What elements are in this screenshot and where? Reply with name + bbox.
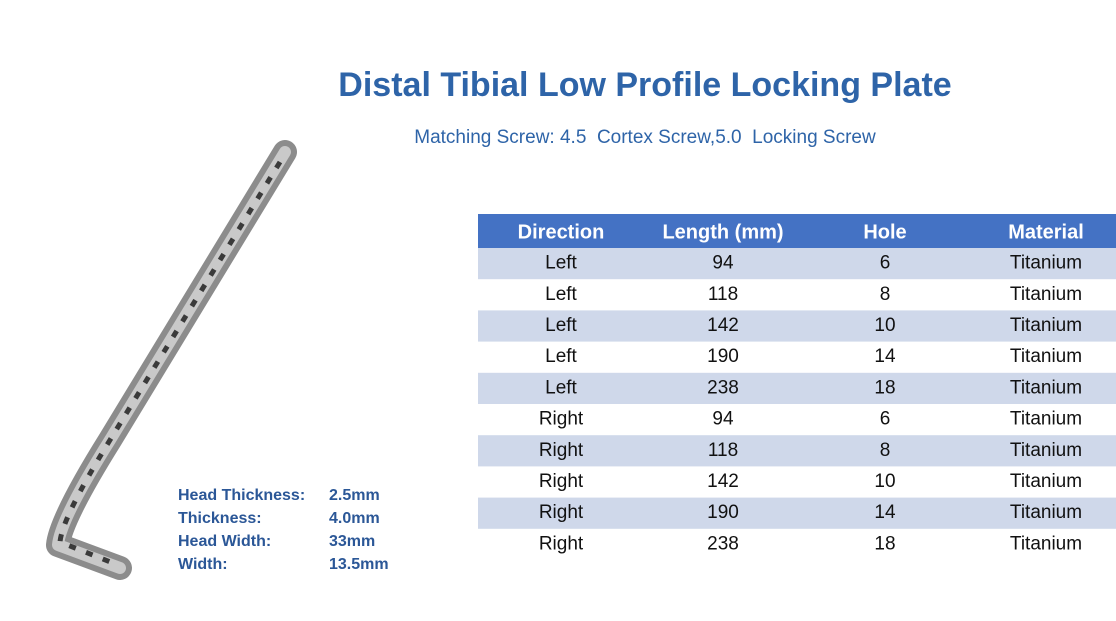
cell: 8 bbox=[880, 284, 891, 305]
cell: 14 bbox=[874, 346, 896, 367]
cell: 190 bbox=[707, 502, 739, 523]
row-band bbox=[478, 248, 1116, 280]
cell: 118 bbox=[708, 284, 738, 305]
cell: Right bbox=[539, 471, 584, 492]
cell: Titanium bbox=[1010, 471, 1082, 492]
column-header: Direction bbox=[518, 221, 605, 243]
cell: 118 bbox=[708, 440, 738, 461]
cell: Right bbox=[539, 409, 584, 430]
cell: Titanium bbox=[1010, 533, 1082, 554]
cell: Titanium bbox=[1010, 377, 1082, 398]
cell: 18 bbox=[874, 533, 895, 554]
header-row bbox=[478, 214, 1116, 248]
title: Distal Tibial Low Profile Locking Plate bbox=[338, 66, 951, 104]
column-header: Material bbox=[1008, 221, 1084, 243]
cell: 190 bbox=[707, 346, 739, 367]
spec-value: 4.0mm bbox=[329, 510, 380, 527]
column-header: Hole bbox=[863, 221, 906, 243]
cell: 10 bbox=[874, 315, 895, 336]
row-band bbox=[478, 497, 1116, 529]
cell: 8 bbox=[880, 440, 891, 461]
cell: Right bbox=[539, 533, 584, 554]
cell: 142 bbox=[707, 315, 739, 336]
cell: 94 bbox=[712, 253, 734, 274]
row-band bbox=[478, 310, 1116, 342]
cell: Titanium bbox=[1010, 346, 1082, 367]
spec-label: Width: bbox=[178, 556, 228, 573]
plate-image bbox=[46, 140, 297, 580]
cell: Left bbox=[545, 284, 577, 305]
column-header: Length (mm) bbox=[662, 221, 783, 243]
spec-value: 13.5mm bbox=[329, 556, 389, 573]
cell: 18 bbox=[874, 377, 895, 398]
cell: 94 bbox=[712, 409, 734, 430]
cell: 238 bbox=[707, 377, 739, 398]
subtitle: Matching Screw: 4.5 Cortex Screw,5.0 Loc… bbox=[414, 127, 876, 148]
cell: Right bbox=[539, 440, 584, 461]
cell: 238 bbox=[707, 533, 739, 554]
row-band bbox=[478, 372, 1116, 404]
table: Direction Length (mm) Hole Material Left 94 6 T… bbox=[478, 214, 1116, 554]
cell: 142 bbox=[707, 471, 739, 492]
cell: Left bbox=[545, 377, 577, 398]
spec-label: Head Width: bbox=[178, 533, 271, 550]
cell: 6 bbox=[880, 409, 891, 430]
cell: Titanium bbox=[1010, 253, 1082, 274]
cell: Titanium bbox=[1010, 315, 1082, 336]
cell: 6 bbox=[880, 253, 891, 274]
cell: Titanium bbox=[1010, 284, 1082, 305]
specs: Head Thickness: 2.5mm Thickness: 4.0mm Head … bbox=[178, 487, 389, 573]
cell: Left bbox=[545, 315, 577, 336]
cell: 14 bbox=[874, 502, 896, 523]
cell: Left bbox=[545, 346, 577, 367]
cell: Right bbox=[539, 502, 584, 523]
spec-value: 33mm bbox=[329, 533, 375, 550]
cell: Titanium bbox=[1010, 440, 1082, 461]
spec-value: 2.5mm bbox=[329, 487, 380, 504]
cell: Titanium bbox=[1010, 502, 1082, 523]
spec-label: Head Thickness: bbox=[178, 487, 305, 504]
cell: Left bbox=[545, 253, 577, 274]
cell: 10 bbox=[874, 471, 895, 492]
row-band bbox=[478, 435, 1116, 467]
cell: Titanium bbox=[1010, 409, 1082, 430]
spec-label: Thickness: bbox=[178, 510, 262, 527]
